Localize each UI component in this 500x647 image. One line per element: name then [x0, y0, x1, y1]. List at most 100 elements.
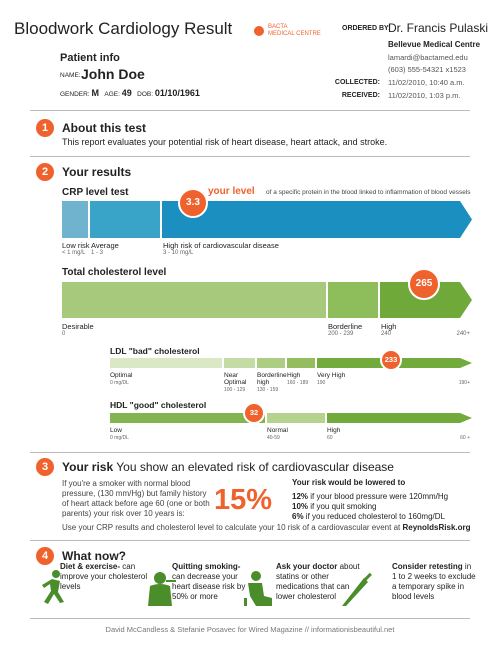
runner-icon	[42, 570, 64, 604]
what-now-item: Ask your doctor about statins or other m…	[276, 562, 368, 602]
range-end: 240+	[456, 331, 470, 337]
range-label: Normal	[267, 427, 288, 434]
range-value: < 1 mg/L	[62, 250, 86, 256]
link[interactable]: ReynoldsRisk.org	[402, 523, 471, 532]
range-label: Near Optimal	[224, 372, 247, 386]
what-now-item: Diet & exercise- can improve your choles…	[60, 562, 148, 592]
risk-text: If you're a smoker with normal blood pre…	[62, 479, 210, 518]
range-bar	[62, 201, 88, 238]
lowered-heading: Your risk would be lowered to	[292, 478, 406, 487]
what-now-item: Quitting smoking- can decrease your hear…	[172, 562, 252, 602]
range-label: Average	[91, 241, 119, 250]
section-number: 3	[36, 458, 54, 476]
section-title: Your results	[62, 165, 132, 179]
your-level-marker: 233	[380, 349, 402, 371]
section-text: This report evaluates your potential ris…	[62, 137, 388, 147]
range-label: Very High	[317, 372, 346, 379]
range-label: Low	[110, 427, 122, 434]
range-value: 0 mg/DL	[110, 380, 129, 386]
range-value: 130 - 159	[257, 387, 279, 393]
range-value: 60	[327, 435, 333, 441]
lowered-item: 12% if your blood pressure were 120mm/Hg	[292, 492, 448, 501]
syringe-icon	[342, 572, 372, 606]
item-text: can decrease your heart disease risk by …	[172, 572, 246, 601]
what-now-item: Consider retesting in 1 to 2 weeks to ex…	[392, 562, 476, 602]
note: of a specific protein in the blood linke…	[266, 189, 471, 196]
section-title: About this test	[62, 121, 146, 135]
dob: 01/10/1961	[154, 88, 200, 98]
divider	[30, 540, 470, 541]
label: GENDER:	[60, 91, 90, 98]
range-bar	[257, 358, 285, 368]
range-value: 160 - 189	[287, 380, 309, 386]
range-value: 240	[381, 331, 392, 337]
patient-heading: Patient info	[60, 52, 120, 64]
lowered-pct: 6%	[292, 512, 304, 521]
title: Bloodwork Cardiology Result	[14, 19, 233, 38]
item-text: can improve your cholesterol levels	[60, 562, 148, 591]
test-title: HDL "good" cholesterol	[110, 400, 207, 410]
section-title-bold: Your risk	[62, 460, 114, 474]
lab-name: BACTA MEDICAL CENTRE	[268, 24, 321, 38]
section-title: Your risk You show an elevated risk of c…	[62, 460, 394, 474]
label: ORDERED BY:	[342, 25, 391, 32]
range-value: 190	[317, 380, 326, 386]
range-bar	[62, 282, 326, 318]
range-label: High	[327, 427, 341, 434]
phone: (603) 555-54321 x1523	[388, 65, 466, 74]
lab-line: MEDICAL CENTRE	[268, 31, 321, 37]
range-value: 100 - 129	[224, 387, 246, 393]
divider	[30, 452, 470, 453]
range-value: 1 - 3	[91, 250, 104, 256]
test-title: CRP level test	[62, 187, 129, 198]
your-level-marker: 3.3	[178, 188, 208, 218]
your-level-marker: 32	[243, 402, 265, 424]
range-bar	[267, 413, 325, 423]
lowered-text: if you reduced cholesterol to 160mg/DL	[305, 512, 445, 521]
lowered-item: 10% if you quit smoking	[292, 502, 377, 511]
test-title: Total cholesterol level	[62, 267, 167, 278]
range-label: High risk of cardiovascular disease	[163, 241, 279, 250]
label: NAME:	[60, 72, 81, 79]
divider	[30, 156, 470, 157]
lab-logo	[254, 26, 264, 36]
section-number: 2	[36, 163, 54, 181]
received: 11/02/2010, 1:03 p.m.	[388, 91, 461, 100]
age: 49	[121, 88, 132, 98]
section-subtitle: You show an elevated risk of cardiovascu…	[116, 460, 394, 474]
section-title: What now?	[62, 549, 126, 563]
range-end: 190+	[458, 380, 470, 386]
label: COLLECTED:	[334, 79, 380, 86]
lowered-pct: 10%	[292, 502, 309, 511]
label: RECEIVED:	[341, 92, 380, 99]
smoker-icon	[148, 572, 176, 606]
lowered-item: 6% if you reduced cholesterol to 160mg/D…	[292, 512, 445, 521]
lowered-pct: 12%	[292, 492, 309, 501]
patient-name: John Doe	[81, 66, 145, 82]
footer-text: Use your CRP results and cholesterol lev…	[62, 523, 401, 532]
icons	[42, 570, 372, 606]
credit: David McCandless & Stefanie Posavec for …	[105, 625, 395, 634]
email: lamardi@bactamed.edu	[388, 53, 468, 62]
section-number: 4	[36, 547, 54, 565]
range-label: High	[287, 372, 301, 379]
gender: M	[91, 88, 99, 98]
collected: 11/02/2010, 10:40 a.m.	[388, 78, 465, 87]
doctor-icon	[244, 571, 272, 606]
range-value: 40-59	[267, 435, 280, 441]
clinic: Bellevue Medical Centre	[388, 40, 481, 49]
range-label: Borderline	[328, 322, 363, 331]
range-bar	[162, 201, 472, 238]
risk-percent: 15%	[214, 484, 273, 516]
label: DOB:	[137, 91, 154, 98]
range-bar	[328, 282, 378, 318]
item-title: Consider retesting	[392, 562, 463, 571]
section-number: 1	[36, 119, 54, 137]
range-bar	[90, 201, 160, 238]
range-label: Desirable	[62, 322, 94, 331]
range-label: High	[381, 322, 397, 331]
range-bar	[287, 358, 315, 368]
lab-line: BACTA	[268, 24, 288, 30]
range-bar	[110, 358, 222, 368]
range-bar	[110, 413, 265, 423]
